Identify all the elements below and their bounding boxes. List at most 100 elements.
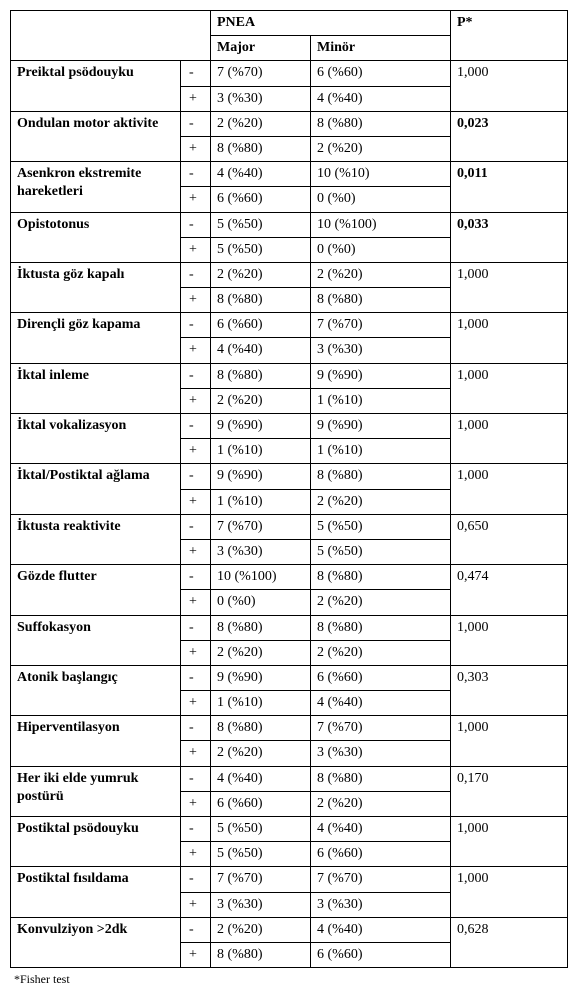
- cell-minor: 3 (%30): [311, 338, 451, 363]
- cell-p: 0,628: [451, 917, 568, 967]
- sign-minus: -: [181, 61, 211, 86]
- cell-minor: 7 (%70): [311, 716, 451, 741]
- row-label: Atonik başlangıç: [11, 665, 181, 715]
- footnote: *Fisher test: [10, 972, 567, 987]
- row-label: İktusta reaktivite: [11, 514, 181, 564]
- sign-minus: -: [181, 464, 211, 489]
- cell-minor: 0 (%0): [311, 187, 451, 212]
- cell-minor: 7 (%70): [311, 867, 451, 892]
- cell-minor: 7 (%70): [311, 313, 451, 338]
- cell-minor: 10 (%10): [311, 162, 451, 187]
- row-label: Konvulziyon >2dk: [11, 917, 181, 967]
- cell-major: 9 (%90): [211, 665, 311, 690]
- cell-major: 4 (%40): [211, 766, 311, 791]
- cell-p: 1,000: [451, 817, 568, 867]
- header-major: Major: [211, 36, 311, 61]
- row-label: Her iki elde yumruk postürü: [11, 766, 181, 816]
- cell-major: 8 (%80): [211, 615, 311, 640]
- cell-p: 1,000: [451, 464, 568, 514]
- cell-minor: 1 (%10): [311, 388, 451, 413]
- cell-major: 8 (%80): [211, 716, 311, 741]
- cell-major: 3 (%30): [211, 86, 311, 111]
- sign-minus: -: [181, 162, 211, 187]
- cell-major: 3 (%30): [211, 892, 311, 917]
- cell-major: 2 (%20): [211, 640, 311, 665]
- cell-minor: 3 (%30): [311, 892, 451, 917]
- row-label: İktal vokalizasyon: [11, 414, 181, 464]
- sign-minus: -: [181, 917, 211, 942]
- cell-minor: 8 (%80): [311, 766, 451, 791]
- cell-major: 4 (%40): [211, 162, 311, 187]
- cell-major: 8 (%80): [211, 363, 311, 388]
- cell-major: 5 (%50): [211, 842, 311, 867]
- cell-minor: 4 (%40): [311, 917, 451, 942]
- sign-plus: +: [181, 640, 211, 665]
- cell-major: 3 (%30): [211, 539, 311, 564]
- cell-major: 2 (%20): [211, 111, 311, 136]
- sign-minus: -: [181, 212, 211, 237]
- cell-major: 7 (%70): [211, 514, 311, 539]
- sign-minus: -: [181, 514, 211, 539]
- cell-minor: 2 (%20): [311, 262, 451, 287]
- cell-major: 6 (%60): [211, 791, 311, 816]
- cell-p: 0,474: [451, 565, 568, 615]
- cell-p: 1,000: [451, 262, 568, 312]
- cell-minor: 1 (%10): [311, 439, 451, 464]
- sign-plus: +: [181, 842, 211, 867]
- sign-plus: +: [181, 590, 211, 615]
- cell-p: 1,000: [451, 61, 568, 111]
- row-label: Hiperventilasyon: [11, 716, 181, 766]
- cell-minor: 6 (%60): [311, 61, 451, 86]
- header-minor: Minör: [311, 36, 451, 61]
- cell-minor: 5 (%50): [311, 539, 451, 564]
- cell-major: 8 (%80): [211, 288, 311, 313]
- sign-plus: +: [181, 187, 211, 212]
- cell-major: 9 (%90): [211, 414, 311, 439]
- cell-minor: 0 (%0): [311, 237, 451, 262]
- sign-plus: +: [181, 439, 211, 464]
- cell-p: 1,000: [451, 716, 568, 766]
- sign-plus: +: [181, 791, 211, 816]
- cell-major: 5 (%50): [211, 237, 311, 262]
- sign-minus: -: [181, 262, 211, 287]
- row-label: Suffokasyon: [11, 615, 181, 665]
- cell-minor: 2 (%20): [311, 136, 451, 161]
- sign-plus: +: [181, 489, 211, 514]
- cell-p: 0,023: [451, 111, 568, 161]
- cell-major: 7 (%70): [211, 61, 311, 86]
- cell-minor: 8 (%80): [311, 111, 451, 136]
- sign-plus: +: [181, 691, 211, 716]
- cell-major: 5 (%50): [211, 212, 311, 237]
- cell-p: 1,000: [451, 363, 568, 413]
- cell-major: 4 (%40): [211, 338, 311, 363]
- table-head: PNEA P* Major Minör: [11, 11, 568, 61]
- sign-plus: +: [181, 892, 211, 917]
- cell-major: 1 (%10): [211, 691, 311, 716]
- cell-p: 1,000: [451, 414, 568, 464]
- sign-minus: -: [181, 766, 211, 791]
- cell-minor: 5 (%50): [311, 514, 451, 539]
- cell-minor: 8 (%80): [311, 615, 451, 640]
- cell-major: 6 (%60): [211, 313, 311, 338]
- cell-p: 0,011: [451, 162, 568, 212]
- data-table: PNEA P* Major Minör Preiktal psödouyku-7…: [10, 10, 568, 968]
- row-label: Asenkron ekstremite hareketleri: [11, 162, 181, 212]
- header-group: PNEA: [211, 11, 451, 36]
- sign-plus: +: [181, 388, 211, 413]
- cell-minor: 8 (%80): [311, 464, 451, 489]
- cell-minor: 6 (%60): [311, 842, 451, 867]
- cell-major: 2 (%20): [211, 917, 311, 942]
- row-label: Dirençli göz kapama: [11, 313, 181, 363]
- sign-plus: +: [181, 136, 211, 161]
- cell-minor: 8 (%80): [311, 565, 451, 590]
- sign-minus: -: [181, 363, 211, 388]
- sign-minus: -: [181, 313, 211, 338]
- row-label: Opistotonus: [11, 212, 181, 262]
- cell-p: 0,033: [451, 212, 568, 262]
- row-label: Gözde flutter: [11, 565, 181, 615]
- cell-major: 6 (%60): [211, 187, 311, 212]
- cell-p: 0,303: [451, 665, 568, 715]
- cell-p: 1,000: [451, 867, 568, 917]
- sign-minus: -: [181, 565, 211, 590]
- cell-p: 0,650: [451, 514, 568, 564]
